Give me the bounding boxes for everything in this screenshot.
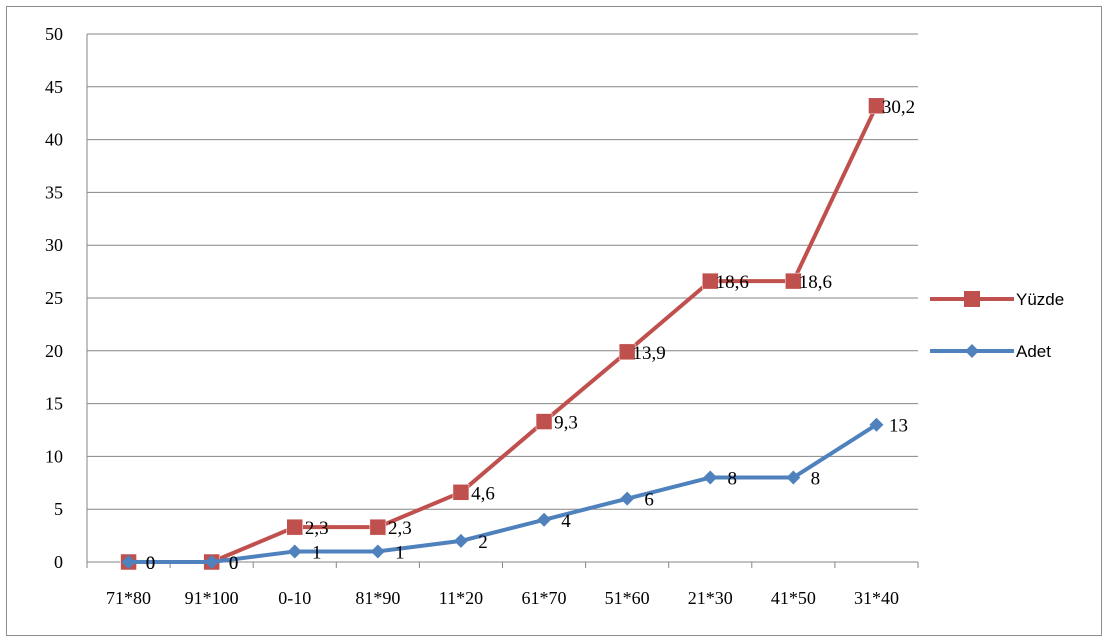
x-tick-label: 21*30 <box>688 588 733 608</box>
data-label: 4 <box>561 511 571 532</box>
data-point-square <box>369 518 387 536</box>
data-point-diamond <box>703 470 718 485</box>
data-label: 0 <box>146 553 156 574</box>
y-tick-label: 40 <box>45 130 63 150</box>
x-axis: 71*80 91*100 0-10 81*90 11*20 61*70 51*60 21*30… <box>86 561 919 608</box>
legend-label: Yüzde <box>1016 290 1064 309</box>
data-point-square <box>702 272 719 290</box>
x-tick-label: 71*80 <box>106 588 151 608</box>
x-tick-label: 11*20 <box>439 588 483 608</box>
data-point-square <box>535 413 553 430</box>
data-label: 13,9 <box>633 343 666 364</box>
y-tick-label: 5 <box>54 499 63 519</box>
gridlines <box>87 33 918 510</box>
y-tick-label: 0 <box>54 552 63 572</box>
x-tick-label: 41*50 <box>771 588 816 608</box>
y-tick-label: 15 <box>45 394 63 414</box>
data-point-square <box>785 272 802 290</box>
legend: Yüzde Adet <box>930 290 1064 361</box>
data-label: 4,6 <box>471 483 495 504</box>
y-tick-label: 20 <box>45 341 63 361</box>
data-point-diamond <box>121 555 136 569</box>
y-tick-label: 45 <box>45 77 63 97</box>
data-point-diamond <box>869 417 884 432</box>
data-label: 9,3 <box>554 413 578 434</box>
data-label: 8 <box>811 469 821 490</box>
x-tick-label: 31*40 <box>854 588 899 608</box>
y-tick-label: 30 <box>45 235 63 255</box>
series-line-adet <box>128 423 878 564</box>
legend-marker-square <box>964 291 980 307</box>
data-label: 0 <box>229 553 239 574</box>
data-label: 0 <box>146 553 156 574</box>
data-label: 2,3 <box>388 518 412 539</box>
series-group <box>120 97 885 571</box>
data-point-diamond <box>786 470 801 485</box>
data-label: 8 <box>728 469 738 490</box>
data-point-diamond <box>204 555 219 569</box>
series-line-yüzde <box>128 104 879 564</box>
y-tick-label: 35 <box>45 182 63 202</box>
data-point-square <box>286 518 303 536</box>
data-label: 30,2 <box>882 97 915 118</box>
data-point-diamond <box>537 512 552 527</box>
x-tick-label: 81*90 <box>355 588 400 608</box>
legend-marker-diamond <box>965 344 979 358</box>
data-label: 6 <box>644 490 654 511</box>
data-point-square <box>618 343 636 361</box>
x-tick-label: 0-10 <box>278 588 311 608</box>
x-tick-label: 51*60 <box>605 588 650 608</box>
data-point-diamond <box>370 544 385 559</box>
data-point-square <box>452 484 470 501</box>
y-tick-label: 50 <box>45 24 63 44</box>
data-label: 2 <box>478 532 488 553</box>
x-tick-label: 91*100 <box>185 588 239 608</box>
data-point-diamond <box>287 544 302 559</box>
data-label: 13 <box>889 416 908 437</box>
data-point-square <box>868 97 885 115</box>
data-label: 18,6 <box>799 272 832 293</box>
y-tick-label: 25 <box>45 288 63 308</box>
data-label: 1 <box>395 542 405 563</box>
y-axis: 0 5 10 15 20 25 30 35 40 45 50 <box>45 24 88 572</box>
chart-frame <box>6 6 1102 636</box>
data-label: 0 <box>229 553 239 574</box>
y-tick-label: 10 <box>45 446 63 466</box>
data-label: 1 <box>312 542 322 563</box>
data-point-diamond <box>453 533 468 548</box>
data-point-diamond <box>620 491 635 506</box>
x-tick-label: 61*70 <box>522 588 567 608</box>
data-label: 18,6 <box>716 272 749 293</box>
legend-label: Adet <box>1016 342 1051 361</box>
data-label: 2,3 <box>305 518 329 539</box>
